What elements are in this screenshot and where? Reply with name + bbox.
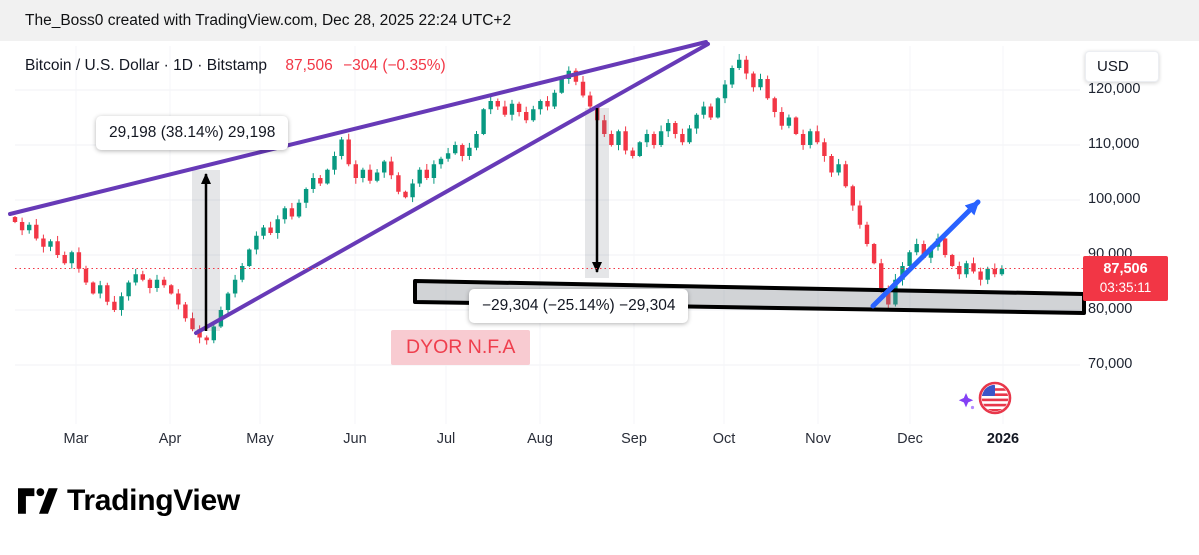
measure-up-label[interactable]: 29,198 (38.14%) 29,198 xyxy=(96,116,289,150)
time-axis-label: Jul xyxy=(436,431,456,447)
last-price: 87,506 xyxy=(285,57,333,74)
time-axis-label: Nov xyxy=(805,431,831,447)
badge-countdown: 03:35:11 xyxy=(1099,279,1152,295)
price-tick-label: 80,000 xyxy=(1088,301,1133,317)
us-flag-icon xyxy=(978,381,1012,415)
dyor-note[interactable]: DYOR N.F.A xyxy=(391,330,531,365)
time-axis-label: Jun xyxy=(343,431,367,447)
time-axis[interactable]: Mar Apr May Jun Jul Aug Sep Oct Nov Dec 2026 xyxy=(0,430,1199,454)
price-tick-label: 110,000 xyxy=(1088,136,1140,152)
symbol-title[interactable]: Bitcoin / U.S. Dollar · 1D · Bitstamp xyxy=(25,57,268,74)
badge-price: 87,506 xyxy=(1103,261,1148,277)
event-marker[interactable] xyxy=(955,378,1017,420)
event-marker-svg xyxy=(958,381,1012,415)
tradingview-logo[interactable]: TradingView xyxy=(18,484,240,518)
sparkle-dot-icon xyxy=(970,405,975,410)
attribution-bar: The_Boss0 created with TradingView.com, … xyxy=(0,0,1199,41)
time-axis-label: Dec xyxy=(897,431,923,447)
sparkle-icon xyxy=(958,393,974,408)
time-axis-label: May xyxy=(246,431,274,447)
tradingview-logo-mark xyxy=(18,488,58,514)
time-axis-label: Oct xyxy=(712,431,736,447)
price-tick-label: 70,000 xyxy=(1088,356,1133,372)
time-axis-label: 2026 xyxy=(986,431,1020,447)
time-axis-label: Aug xyxy=(527,431,553,447)
price-tick-label: 120,000 xyxy=(1088,81,1141,97)
time-axis-label: Apr xyxy=(158,431,182,447)
price-tick-label: 100,000 xyxy=(1088,191,1141,207)
current-price-badge: 87,506 03:35:11 xyxy=(1083,256,1168,302)
time-axis-label: Mar xyxy=(63,431,89,447)
time-axis-label: Sep xyxy=(621,431,647,447)
currency-label[interactable]: USD xyxy=(1085,51,1159,82)
tradingview-logo-text: TradingView xyxy=(67,484,240,517)
symbol-header: Bitcoin / U.S. Dollar · 1D · Bitstamp 87… xyxy=(25,57,446,75)
price-change: −304 (−0.35%) xyxy=(343,57,446,74)
attribution-text: The_Boss0 created with TradingView.com, … xyxy=(25,11,512,29)
measure-down-label[interactable]: −29,304 (−25.14%) −29,304 xyxy=(469,289,689,323)
